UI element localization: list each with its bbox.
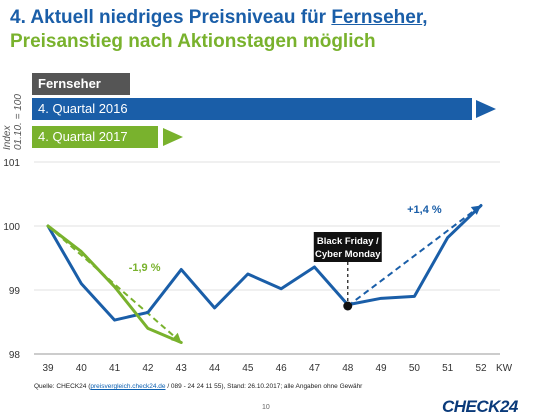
x-tick-label: 40 (76, 363, 88, 374)
event-label-box (313, 232, 382, 262)
x-tick-label: 42 (142, 363, 154, 374)
source-suffix: / 089 - 24 24 11 55), Stand: 26.10.2017;… (165, 383, 363, 390)
series-2016-line (46, 204, 483, 322)
title-line-2: Preisanstieg nach Aktionstagen möglich (10, 31, 376, 52)
event-label-line1: Black Friday / (317, 236, 379, 247)
x-tick-label: 48 (342, 363, 354, 374)
increase-annotation: +1,4 % (407, 204, 442, 216)
x-tick-label: 43 (176, 363, 188, 374)
source-prefix: Quelle: CHECK24 ( (34, 383, 91, 390)
y-tick-label: 99 (9, 286, 21, 297)
title-suffix: , (422, 7, 428, 28)
legend-2017-bar (32, 126, 158, 148)
x-tick-label: 51 (442, 363, 454, 374)
source-note: Quelle: CHECK24 (preisvergleich.check24.… (34, 383, 362, 390)
trend-line (347, 204, 482, 307)
title-text: 4. Aktuell niedriges Preisniveau für (10, 7, 332, 28)
legend-2016-arrow (476, 100, 496, 118)
x-tick-label: 46 (276, 363, 288, 374)
x-tick-label: 41 (109, 363, 121, 374)
x-tick-label: 47 (309, 363, 321, 374)
y-tick-label: 101 (3, 158, 20, 169)
page-title: 4. Aktuell niedriges Preisniveau für Fer… (10, 6, 530, 54)
x-tick-label: 45 (242, 363, 254, 374)
x-axis-unit: KW (496, 363, 513, 374)
x-tick-label: 50 (409, 363, 421, 374)
source-link[interactable]: preisvergleich.check24.de (90, 383, 166, 390)
event-marker-dot (343, 301, 353, 311)
title-highlight: Fernseher (331, 7, 423, 28)
legend-banners (32, 98, 496, 148)
y-tick-label: 98 (9, 350, 21, 361)
legend-category: Fernseher (32, 73, 130, 95)
line-chart: 98 99 100 101 39 40 41 42 43 44 45 46 47 48 49 50 51 52 KW… (3, 158, 513, 374)
y-tick-label: 100 (3, 222, 20, 233)
decline-annotation: -1,9 % (129, 262, 161, 274)
legend-2016-bar (32, 98, 472, 120)
legend-2017-arrow (163, 128, 183, 146)
event-label-line2: Cyber Monday (315, 249, 381, 260)
series-2017-line (46, 224, 183, 344)
x-tick-label: 52 (475, 363, 487, 374)
page-number: 10 (262, 404, 270, 411)
trend-line (47, 225, 182, 344)
x-tick-label: 39 (42, 363, 54, 374)
legend-2016-label: 4. Quartal 2016 (38, 101, 128, 116)
check24-logo: CHECK24 (442, 397, 518, 416)
legend-2017-label: 4. Quartal 2017 (38, 129, 128, 144)
x-tick-label: 44 (209, 363, 221, 374)
x-tick-label: 49 (376, 363, 388, 374)
